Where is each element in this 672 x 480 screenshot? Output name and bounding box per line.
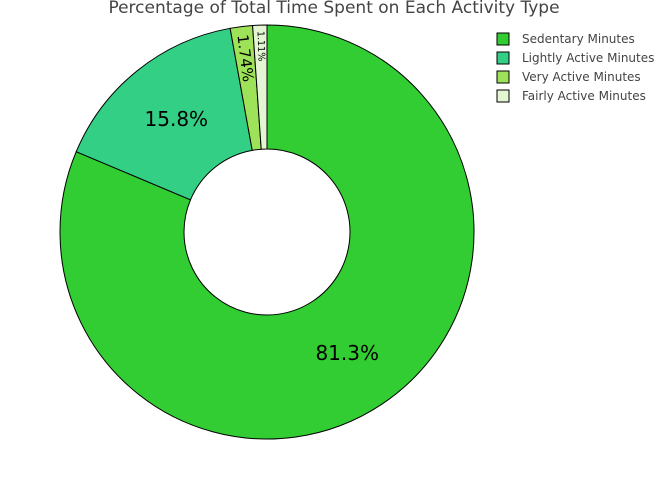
legend-swatch-fairly-active-minutes[interactable] bbox=[496, 89, 510, 103]
slices-group bbox=[59, 24, 475, 440]
labels-group: 81.3% 15.8% 1.74%1.11% bbox=[145, 31, 379, 365]
legend-label-very-active-minutes[interactable]: Very Active Minutes bbox=[522, 70, 641, 84]
legend: Sedentary Minutes Lightly Active Minutes V… bbox=[496, 32, 654, 103]
slice-fairly-active-minutes[interactable] bbox=[252, 24, 268, 150]
legend-swatch-sedentary-minutes[interactable] bbox=[496, 32, 510, 46]
legend-swatch-very-active-minutes[interactable] bbox=[496, 70, 510, 84]
slice-label-very-active-minutes: 1.74% bbox=[233, 33, 257, 83]
legend-label-fairly-active-minutes[interactable]: Fairly Active Minutes bbox=[522, 89, 646, 103]
legend-label-lightly-active-minutes[interactable]: Lightly Active Minutes bbox=[522, 51, 654, 65]
slice-label-sedentary-minutes: 81.3% bbox=[315, 341, 379, 365]
chart-title: Percentage of Total Time Spent on Each A… bbox=[108, 0, 559, 18]
legend-label-sedentary-minutes[interactable]: Sedentary Minutes bbox=[522, 32, 635, 46]
slice-sedentary-minutes[interactable] bbox=[59, 24, 475, 440]
legend-swatch-lightly-active-minutes[interactable] bbox=[496, 51, 510, 65]
slice-label-fairly-active-minutes: 1.11% bbox=[254, 31, 266, 62]
slice-lightly-active-minutes[interactable] bbox=[75, 27, 253, 201]
slice-label-lightly-active-minutes: 15.8% bbox=[145, 107, 209, 131]
